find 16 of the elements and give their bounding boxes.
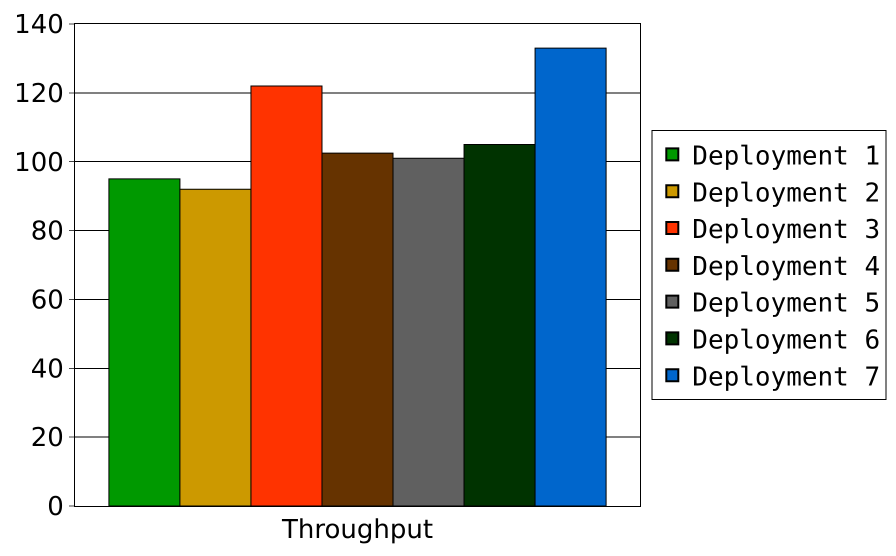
- y-tick-label: 20: [30, 423, 64, 454]
- y-tick-label: 60: [30, 286, 64, 316]
- legend-label: Deployment 5: [692, 288, 880, 319]
- y-tick-label: 80: [30, 216, 64, 247]
- y-tick-label: 140: [14, 10, 64, 40]
- legend-label: Deployment 4: [692, 252, 880, 282]
- legend-label: Deployment 6: [692, 326, 880, 356]
- y-tick-label: 120: [14, 78, 64, 109]
- legend-label: Deployment 7: [692, 362, 880, 392]
- y-tick-label: 0: [47, 492, 64, 522]
- y-tick-label: 40: [30, 354, 64, 384]
- legend-label: Deployment 2: [692, 178, 880, 208]
- x-tick-label: Throughput: [280, 515, 434, 546]
- legend-label: Deployment 3: [692, 215, 880, 246]
- legend-label: Deployment 1: [692, 142, 880, 172]
- y-tick-label: 100: [14, 148, 64, 178]
